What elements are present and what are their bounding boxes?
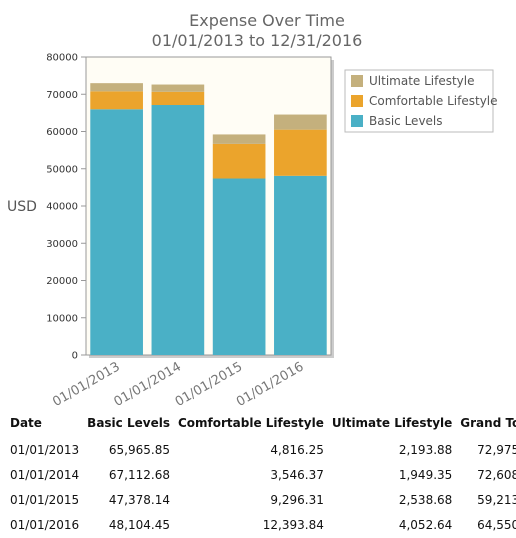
cell-date: 01/01/2013 <box>10 443 80 457</box>
y-tick-label: 40000 <box>46 202 78 213</box>
y-tick-label: 30000 <box>46 239 78 250</box>
bar-segment-ultimate-lifestyle <box>90 83 143 92</box>
bar-segment-comfortable-lifestyle <box>90 91 143 110</box>
cell-grand-total: 64,550.93 <box>477 518 516 532</box>
y-tick-label: 50000 <box>46 164 78 175</box>
cell-grand-total: 72,975.98 <box>477 443 516 457</box>
legend-swatch-ultimate <box>351 75 363 87</box>
cell-comfortable-lifestyle: 4,816.25 <box>270 443 324 457</box>
y-tick-label: 0 <box>72 351 78 362</box>
table-header-row: Date Basic Levels Comfortable Lifestyle … <box>6 410 516 438</box>
bar-segment-basic-levels <box>212 178 266 355</box>
y-tick-label: 10000 <box>46 313 78 324</box>
bar-segment-comfortable-lifestyle <box>212 143 266 179</box>
y-tick-label: 20000 <box>46 276 78 287</box>
y-axis-label: USD <box>7 199 37 215</box>
header-comfortable-lifestyle: Comfortable Lifestyle <box>177 416 324 430</box>
bar-segment-ultimate-lifestyle <box>151 84 205 92</box>
chart-title: Expense Over Time <box>189 11 345 30</box>
chart-canvas: Expense Over Time 01/01/2013 to 12/31/20… <box>7 11 498 410</box>
legend-label-ultimate: Ultimate Lifestyle <box>369 74 475 88</box>
table-row: 01/01/2013 65,965.85 4,816.25 2,193.88 7… <box>6 438 516 463</box>
y-tick-label: 70000 <box>46 90 78 101</box>
cell-date: 01/01/2016 <box>10 518 80 532</box>
legend-box <box>344 69 494 133</box>
legend-label-basic: Basic Levels <box>369 114 443 128</box>
header-grand-total: Grand Total <box>460 416 516 430</box>
cell-date: 01/01/2015 <box>10 493 80 507</box>
table-row: 01/01/2016 48,104.45 12,393.84 4,052.64 … <box>6 513 516 538</box>
chart-subtitle: 01/01/2013 to 12/31/2016 <box>152 31 363 50</box>
y-tick-label: 60000 <box>46 127 78 138</box>
cell-grand-total: 59,213.13 <box>477 493 516 507</box>
expense-summary-table: Date Basic Levels Comfortable Lifestyle … <box>6 410 516 538</box>
cell-date: 01/01/2014 <box>10 468 80 482</box>
bar-segment-comfortable-lifestyle <box>274 129 327 176</box>
legend-swatch-basic <box>351 115 363 127</box>
header-date: Date <box>10 416 42 430</box>
bar-segment-basic-levels <box>151 105 205 355</box>
legend: Ultimate Lifestyle Comfortable Lifestyle… <box>344 69 498 133</box>
x-tick-label: 01/01/2013 <box>50 359 122 409</box>
cell-ultimate-lifestyle: 4,052.64 <box>398 518 453 532</box>
x-tick-label: 01/01/2016 <box>234 359 306 409</box>
cell-grand-total: 72,608.40 <box>477 468 516 482</box>
expense-chart: Expense Over Time 01/01/2013 to 12/31/20… <box>7 11 498 410</box>
cell-comfortable-lifestyle: 9,296.31 <box>270 493 324 507</box>
table-row: 01/01/2014 67,112.68 3,546.37 1,949.35 7… <box>6 463 516 488</box>
cell-basic-levels: 67,112.68 <box>108 468 170 482</box>
cell-basic-levels: 48,104.45 <box>108 518 170 532</box>
x-tick-label: 01/01/2015 <box>173 359 245 409</box>
cell-ultimate-lifestyle: 2,538.68 <box>398 493 453 507</box>
header-basic-levels: Basic Levels <box>87 416 170 430</box>
cell-basic-levels: 47,378.14 <box>108 493 170 507</box>
y-axis-ticks: 0 10000 20000 30000 40000 50000 60000 70000 8000… <box>46 53 86 362</box>
bar-segment-basic-levels <box>90 109 143 355</box>
cell-ultimate-lifestyle: 2,193.88 <box>398 443 453 457</box>
cell-comfortable-lifestyle: 3,546.37 <box>270 468 324 482</box>
cell-comfortable-lifestyle: 12,393.84 <box>262 518 324 532</box>
cell-basic-levels: 65,965.85 <box>108 443 170 457</box>
y-tick-label: 80000 <box>46 53 78 64</box>
cell-ultimate-lifestyle: 1,949.35 <box>398 468 453 482</box>
bar-segment-basic-levels <box>274 175 327 355</box>
bar-segment-ultimate-lifestyle <box>274 114 327 130</box>
table-row: 01/01/2015 47,378.14 9,296.31 2,538.68 5… <box>6 488 516 513</box>
legend-label-comfortable: Comfortable Lifestyle <box>369 94 498 108</box>
bars <box>90 83 327 355</box>
bar-segment-ultimate-lifestyle <box>212 134 266 144</box>
legend-swatch-comfortable <box>351 95 363 107</box>
bar-segment-comfortable-lifestyle <box>151 91 205 106</box>
x-tick-label: 01/01/2014 <box>111 359 183 409</box>
header-ultimate-lifestyle: Ultimate Lifestyle <box>331 416 453 430</box>
